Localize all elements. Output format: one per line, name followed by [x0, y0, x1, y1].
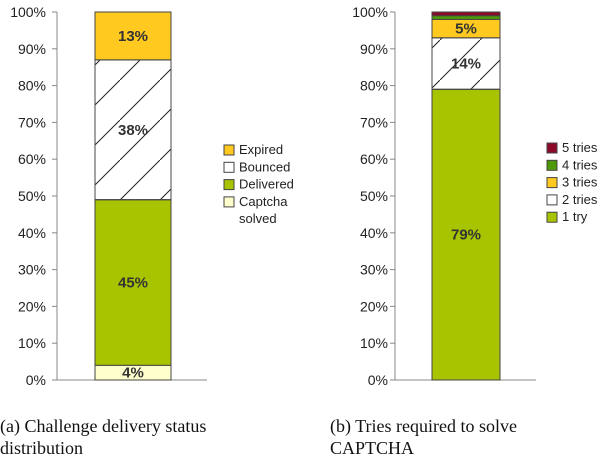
legend-swatch-delivered — [223, 179, 235, 191]
y-tick-label: 70% — [360, 114, 388, 130]
bar-segment-expired — [94, 11, 172, 61]
y-tick-label: 90% — [360, 41, 388, 57]
legend-label-2-tries: 2 tries — [562, 192, 598, 207]
legend-swatch-1-try — [546, 211, 558, 223]
y-tick-label: 0% — [26, 372, 46, 388]
y-tick-label: 20% — [18, 298, 46, 314]
y-tick-label: 100% — [352, 4, 388, 20]
data-label-3-tries: 5% — [455, 21, 477, 38]
y-tick-label: 60% — [360, 151, 388, 167]
legend-swatch-captcha-solved — [223, 196, 235, 208]
y-tick-label: 40% — [18, 225, 46, 241]
legend-swatch-expired — [223, 144, 235, 156]
legend-label-3-tries: 3 tries — [562, 175, 598, 190]
y-tick-label: 70% — [18, 114, 46, 130]
y-tick-label: 80% — [360, 78, 388, 94]
data-label-1-try: 79% — [451, 227, 481, 244]
data-label-2-tries: 14% — [451, 56, 481, 73]
y-tick-label: 90% — [18, 41, 46, 57]
bar-segment-4-tries — [431, 15, 501, 20]
y-tick-label: 30% — [18, 262, 46, 278]
legend-label-captcha-solved: solved — [239, 211, 277, 226]
legend-label-5-tries: 5 tries — [562, 140, 598, 155]
y-tick-label: 10% — [18, 335, 46, 351]
panel-caption: (a) Challenge delivery status — [0, 416, 206, 437]
data-label-bounced: 38% — [118, 122, 148, 139]
legend-label-delivered: Delivered — [239, 177, 294, 192]
panel-caption-line2: distribution — [0, 438, 83, 458]
legend-swatch-bounced — [223, 161, 235, 173]
legend-swatch-4-tries — [546, 159, 558, 171]
y-tick-label: 100% — [10, 4, 46, 20]
panel-caption-line2: CAPTCHA — [330, 438, 414, 458]
panel-caption: (b) Tries required to solve — [330, 416, 517, 437]
bar-segment-delivered — [94, 199, 172, 366]
y-tick-label: 50% — [360, 188, 388, 204]
legend-label-bounced: Bounced — [239, 159, 290, 174]
data-label-captcha-solved: 4% — [122, 365, 144, 382]
y-tick-label: 60% — [18, 151, 46, 167]
data-label-expired: 13% — [118, 28, 148, 45]
panel-captcha-tries: 0% 10% 20% 30% 40% 50% 60% 70% 80% 90% 100% 79% 14% 5… — [330, 4, 598, 458]
y-tick-label: 50% — [18, 188, 46, 204]
bar-hatch-bounced — [94, 59, 172, 201]
bar-hatch-2-tries — [431, 37, 501, 90]
legend-label-expired: Expired — [239, 142, 283, 157]
legend-swatch-2-tries — [546, 194, 558, 206]
y-tick-label: 80% — [18, 78, 46, 94]
legend-label-1-try: 1 try — [562, 209, 588, 224]
legend-label-captcha-solved: Captcha — [239, 194, 288, 209]
y-tick-label: 30% — [360, 262, 388, 278]
y-tick-label: 40% — [360, 225, 388, 241]
y-tick-label: 10% — [360, 335, 388, 351]
y-tick-label: 20% — [360, 298, 388, 314]
bar-segment-1-try — [431, 88, 501, 381]
bar-segment-5-tries — [431, 11, 501, 17]
legend-swatch-5-tries — [546, 142, 558, 154]
panel-challenge-delivery: 0% 10% 20% 30% 40% 50% 60% 70% 80% 90% 100% 4% 45% 38… — [0, 4, 294, 458]
legend-swatch-3-tries — [546, 177, 558, 189]
y-tick-label: 0% — [368, 372, 388, 388]
data-label-delivered: 45% — [118, 274, 148, 291]
legend-label-4-tries: 4 tries — [562, 157, 598, 172]
